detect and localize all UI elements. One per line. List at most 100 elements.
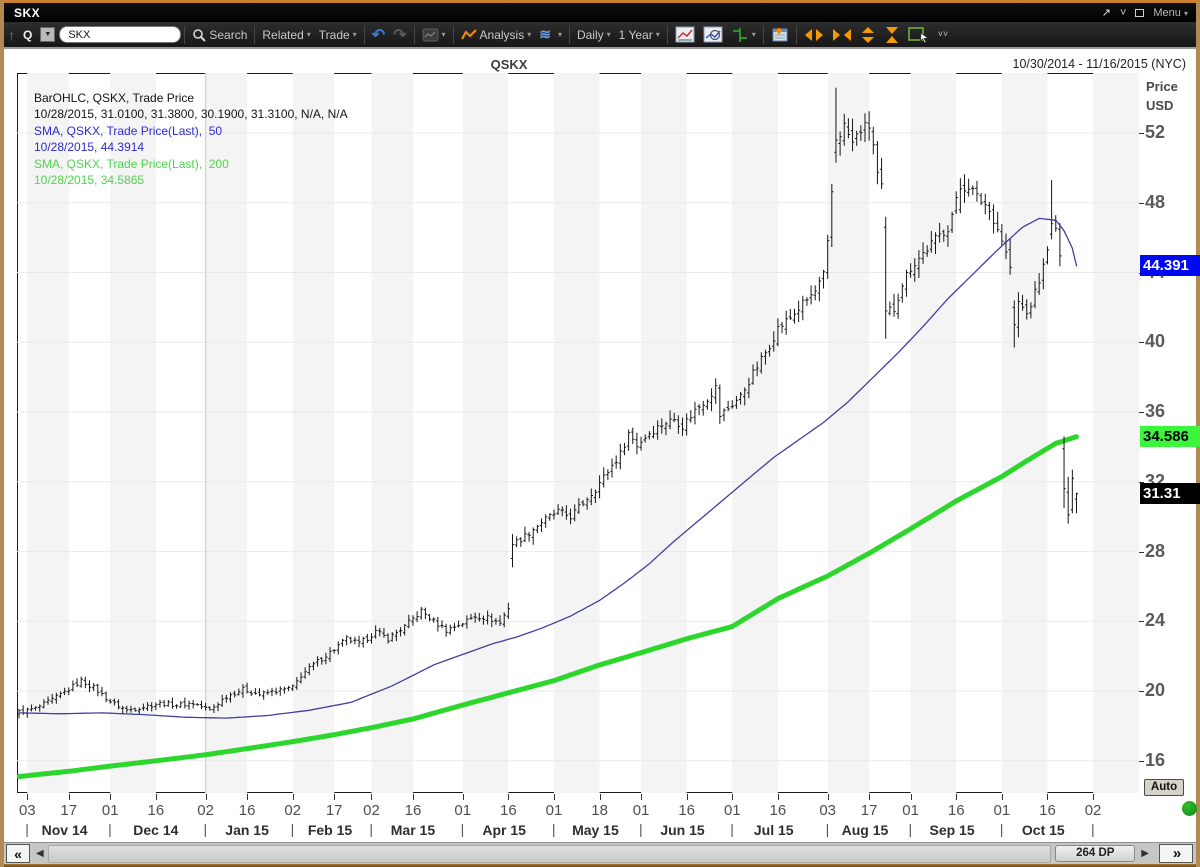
trend-lines-icon — [732, 27, 747, 42]
analysis-zigzag-icon — [460, 28, 477, 40]
month-separator: | — [369, 821, 374, 837]
x-tick-label: 02 — [363, 802, 380, 819]
month-separator: | — [290, 821, 295, 837]
x-tick-label: 16 — [1039, 802, 1056, 819]
y-tick-label: 16 — [1145, 749, 1166, 770]
x-tick — [599, 794, 601, 800]
y-tick-label: 28 — [1145, 540, 1166, 561]
price-badge: 34.586 — [1140, 426, 1200, 448]
month-label: Jun 15 — [660, 822, 705, 838]
y-tick — [1139, 342, 1144, 344]
analysis-dropdown[interactable]: Analysis ▾ — [460, 28, 531, 42]
search-button[interactable]: Search — [192, 28, 247, 42]
x-tick — [205, 794, 207, 800]
month-stripe — [462, 73, 509, 793]
zoom-select-button[interactable] — [907, 26, 930, 43]
month-label: Jul 15 — [753, 822, 794, 838]
symbol-input[interactable] — [59, 26, 182, 43]
waves-dropdown[interactable]: ▾ — [557, 30, 562, 39]
x-tick — [956, 794, 958, 800]
price-chart-canvas[interactable] — [17, 73, 1139, 793]
x-tick — [1093, 794, 1095, 800]
more-tools-chevron[interactable]: ˅˅ — [937, 29, 949, 39]
expand-vertical-button[interactable] — [860, 26, 876, 44]
price-badge: 44.391 — [1140, 255, 1200, 277]
x-tick-label: 16 — [238, 802, 256, 819]
maximize-icon[interactable] — [1135, 8, 1145, 17]
x-tick-label: 16 — [769, 802, 787, 819]
related-dropdown[interactable]: Related ▾ — [262, 27, 311, 42]
x-tick-label: 17 — [860, 802, 878, 819]
month-label: Feb 15 — [307, 822, 353, 838]
month-stripe — [641, 73, 687, 793]
annotation-tool-button[interactable]: ▾ — [731, 27, 756, 43]
month-label: Dec 14 — [133, 822, 179, 838]
legend-line: 10/28/2015, 44.3914 — [34, 140, 145, 155]
menu-button[interactable]: Menu ▾ — [1153, 6, 1188, 19]
waves-indicator-icon[interactable]: ≋ — [539, 26, 551, 42]
search-icon — [193, 28, 207, 42]
x-tick-label: 03 — [18, 802, 36, 819]
chart-style-button-2[interactable] — [703, 26, 723, 43]
calendar-button[interactable] — [771, 26, 789, 43]
redo-icon[interactable]: ↷ — [393, 26, 407, 44]
auto-scale-button[interactable]: Auto — [1144, 779, 1184, 796]
calendar-plus-icon — [772, 28, 788, 42]
trade-dropdown[interactable]: Trade ▾ — [318, 27, 357, 42]
window-bottom-strip — [4, 864, 1196, 867]
period-dropdown[interactable]: Daily ▾ — [576, 27, 611, 42]
x-tick-label: 17 — [325, 802, 343, 819]
undo-icon[interactable]: ↶ — [371, 26, 386, 44]
month-separator: | — [638, 821, 643, 837]
x-tick — [686, 794, 688, 800]
month-separator: | — [999, 821, 1004, 837]
x-tick — [334, 794, 336, 800]
month-label: Apr 15 — [482, 822, 526, 838]
popout-icon[interactable]: ↗ — [1101, 7, 1111, 19]
datapoint-count-button[interactable]: 264 DP — [1055, 845, 1136, 862]
horizontal-scrollbar: « ◀ 264 DP ▶ » — [4, 842, 1196, 864]
scroll-far-right-button[interactable]: » — [1159, 844, 1193, 863]
chart-title: QSKX — [490, 57, 528, 72]
chart-template-button[interactable]: ▾ — [422, 28, 446, 42]
scroll-right-arrow[interactable]: ▶ — [1141, 848, 1149, 859]
expand-horizontal-button[interactable] — [804, 27, 824, 43]
legend-line: 10/28/2015, 34.5865 — [34, 173, 145, 188]
x-tick — [247, 794, 249, 800]
compress-horizontal-button[interactable] — [832, 27, 852, 43]
y-tick — [1139, 621, 1144, 623]
price-axis-title: Price USD — [1146, 77, 1178, 115]
scrollbar-thumb[interactable] — [47, 844, 1052, 863]
month-separator: | — [203, 821, 208, 837]
legend-line: BarOHLC, QSKX, Trade Price — [34, 91, 195, 105]
month-label: Sep 15 — [929, 822, 975, 838]
chart-file-icon — [422, 28, 438, 41]
quote-type-label[interactable]: Q — [23, 27, 33, 42]
scroll-left-arrow[interactable]: ◀ — [36, 848, 44, 859]
x-tick-label: 01 — [632, 802, 650, 819]
compress-vertical-button[interactable] — [884, 26, 900, 44]
x-tick — [732, 794, 734, 800]
y-tick-label: 20 — [1145, 680, 1166, 701]
month-stripe — [1093, 73, 1139, 793]
x-tick-label: 01 — [545, 802, 563, 819]
chart-style-button-1[interactable] — [675, 26, 695, 43]
symbol-type-dropdown[interactable]: ▼ — [40, 27, 56, 42]
x-tick — [910, 794, 912, 800]
scroll-far-left-button[interactable]: « — [6, 844, 30, 863]
sma-50-line — [18, 217, 1078, 719]
range-dropdown[interactable]: 1 Year ▾ — [618, 27, 660, 42]
month-separator: | — [460, 821, 465, 837]
month-label: May 15 — [572, 822, 619, 838]
arrow-up-icon[interactable]: ↑ — [8, 26, 15, 43]
month-label: Mar 15 — [390, 822, 436, 838]
x-tick — [553, 794, 555, 800]
y-tick-label: 40 — [1145, 331, 1166, 352]
month-label: Jan 15 — [225, 822, 269, 838]
chart-legend: BarOHLC, QSKX, Trade Price 10/28/2015, 31… — [34, 90, 348, 188]
x-tick — [155, 794, 157, 800]
x-tick — [869, 794, 871, 800]
x-tick — [27, 794, 29, 800]
collapse-icon[interactable]: ˅ — [1119, 6, 1127, 19]
